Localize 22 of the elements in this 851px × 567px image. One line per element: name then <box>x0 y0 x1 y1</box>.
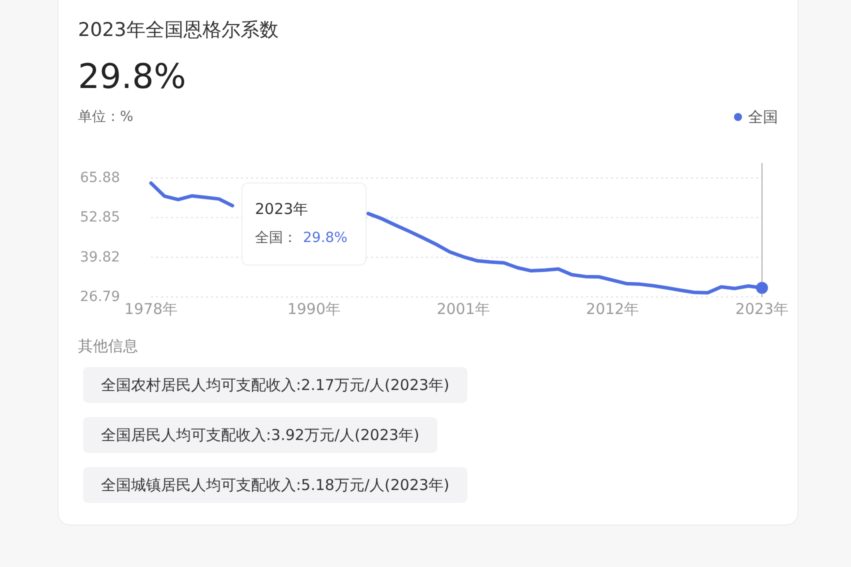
text: 其他信息 <box>78 337 138 355</box>
x-tick-label: 2023年 <box>735 300 789 318</box>
x-tick-label: 2012年 <box>586 300 640 318</box>
y-tick-label: 39.82 <box>80 249 120 266</box>
chart-subtitle: 29.8% <box>78 57 186 97</box>
y-tick-label: 26.79 <box>80 289 120 305</box>
annotation: 29.8% <box>303 230 348 246</box>
y-axis-title: 单位：% <box>78 109 134 125</box>
tooltip: 2023年 全国： 29.8% <box>242 182 366 266</box>
x-tick-label: 1990年 <box>287 300 341 318</box>
legend-label: 全国 <box>748 108 778 126</box>
chip: 全国城镇居民人均可支配收入:5.18万元/人(2023年) <box>83 467 468 503</box>
x-tick-label: 2001年 <box>436 300 490 318</box>
annotation: 全国： <box>255 230 297 246</box>
x-tick-label: 1978年 <box>124 300 178 318</box>
chart-title: 2023年全国恩格尔系数 <box>78 19 278 41</box>
legend: 全国 <box>734 108 778 126</box>
y-tick-label: 52.85 <box>80 210 120 226</box>
chip: 全国居民人均可支配收入:3.92万元/人(2023年) <box>83 417 438 453</box>
annotation: 2023年 <box>255 200 308 218</box>
y-tick-label: 65.88 <box>80 170 120 186</box>
chip: 全国农村居民人均可支配收入:2.17万元/人(2023年) <box>83 367 468 403</box>
